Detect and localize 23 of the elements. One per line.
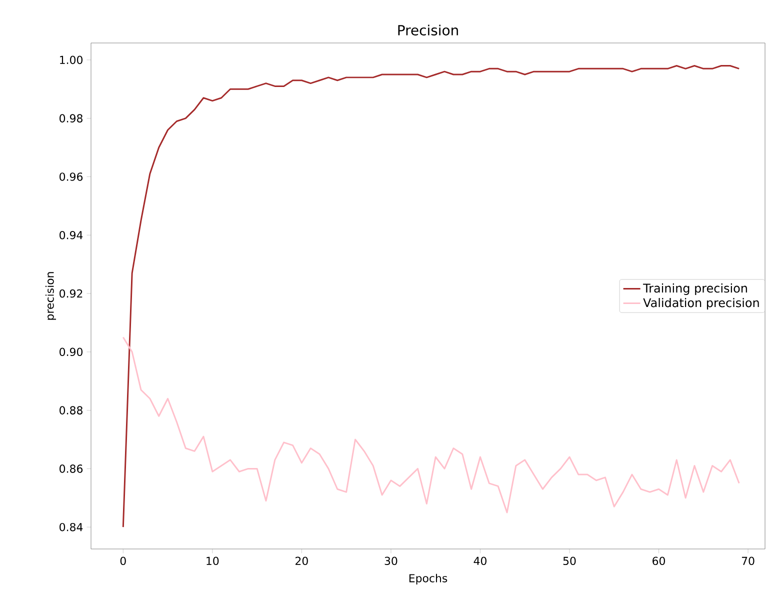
x-tick-label: 30 xyxy=(384,556,398,566)
line-series xyxy=(122,336,740,514)
x-tick-label: 0 xyxy=(120,556,126,566)
y-tick-label: 0.94 xyxy=(60,230,83,240)
y-tick-label: 0.98 xyxy=(60,114,82,122)
legend-label: Validation precision xyxy=(643,298,759,310)
x-tick-label: 70 xyxy=(742,556,754,566)
y-tick-label: 0.90 xyxy=(60,348,82,356)
x-tick-label: 10 xyxy=(206,556,219,566)
y-tick-label: 0.96 xyxy=(60,172,83,181)
y-tick-label: 0.84 xyxy=(60,522,83,532)
y-tick-label: 0.86 xyxy=(60,464,83,473)
x-tick-label: 60 xyxy=(652,556,666,566)
x-tick-label: 50 xyxy=(563,556,576,566)
y-tick-label: 1.00 xyxy=(60,56,82,64)
y-tick-label: 0.92 xyxy=(60,289,82,298)
x-axis-title: Epochs xyxy=(409,574,448,584)
y-tick-label: 0.88 xyxy=(60,406,82,414)
x-tick-label: 40 xyxy=(474,556,486,566)
y-axis-title: precision xyxy=(45,272,56,320)
legend-label: Training precision xyxy=(643,283,747,295)
x-tick-label: 20 xyxy=(296,556,308,566)
chart-title: Precision xyxy=(398,24,458,36)
